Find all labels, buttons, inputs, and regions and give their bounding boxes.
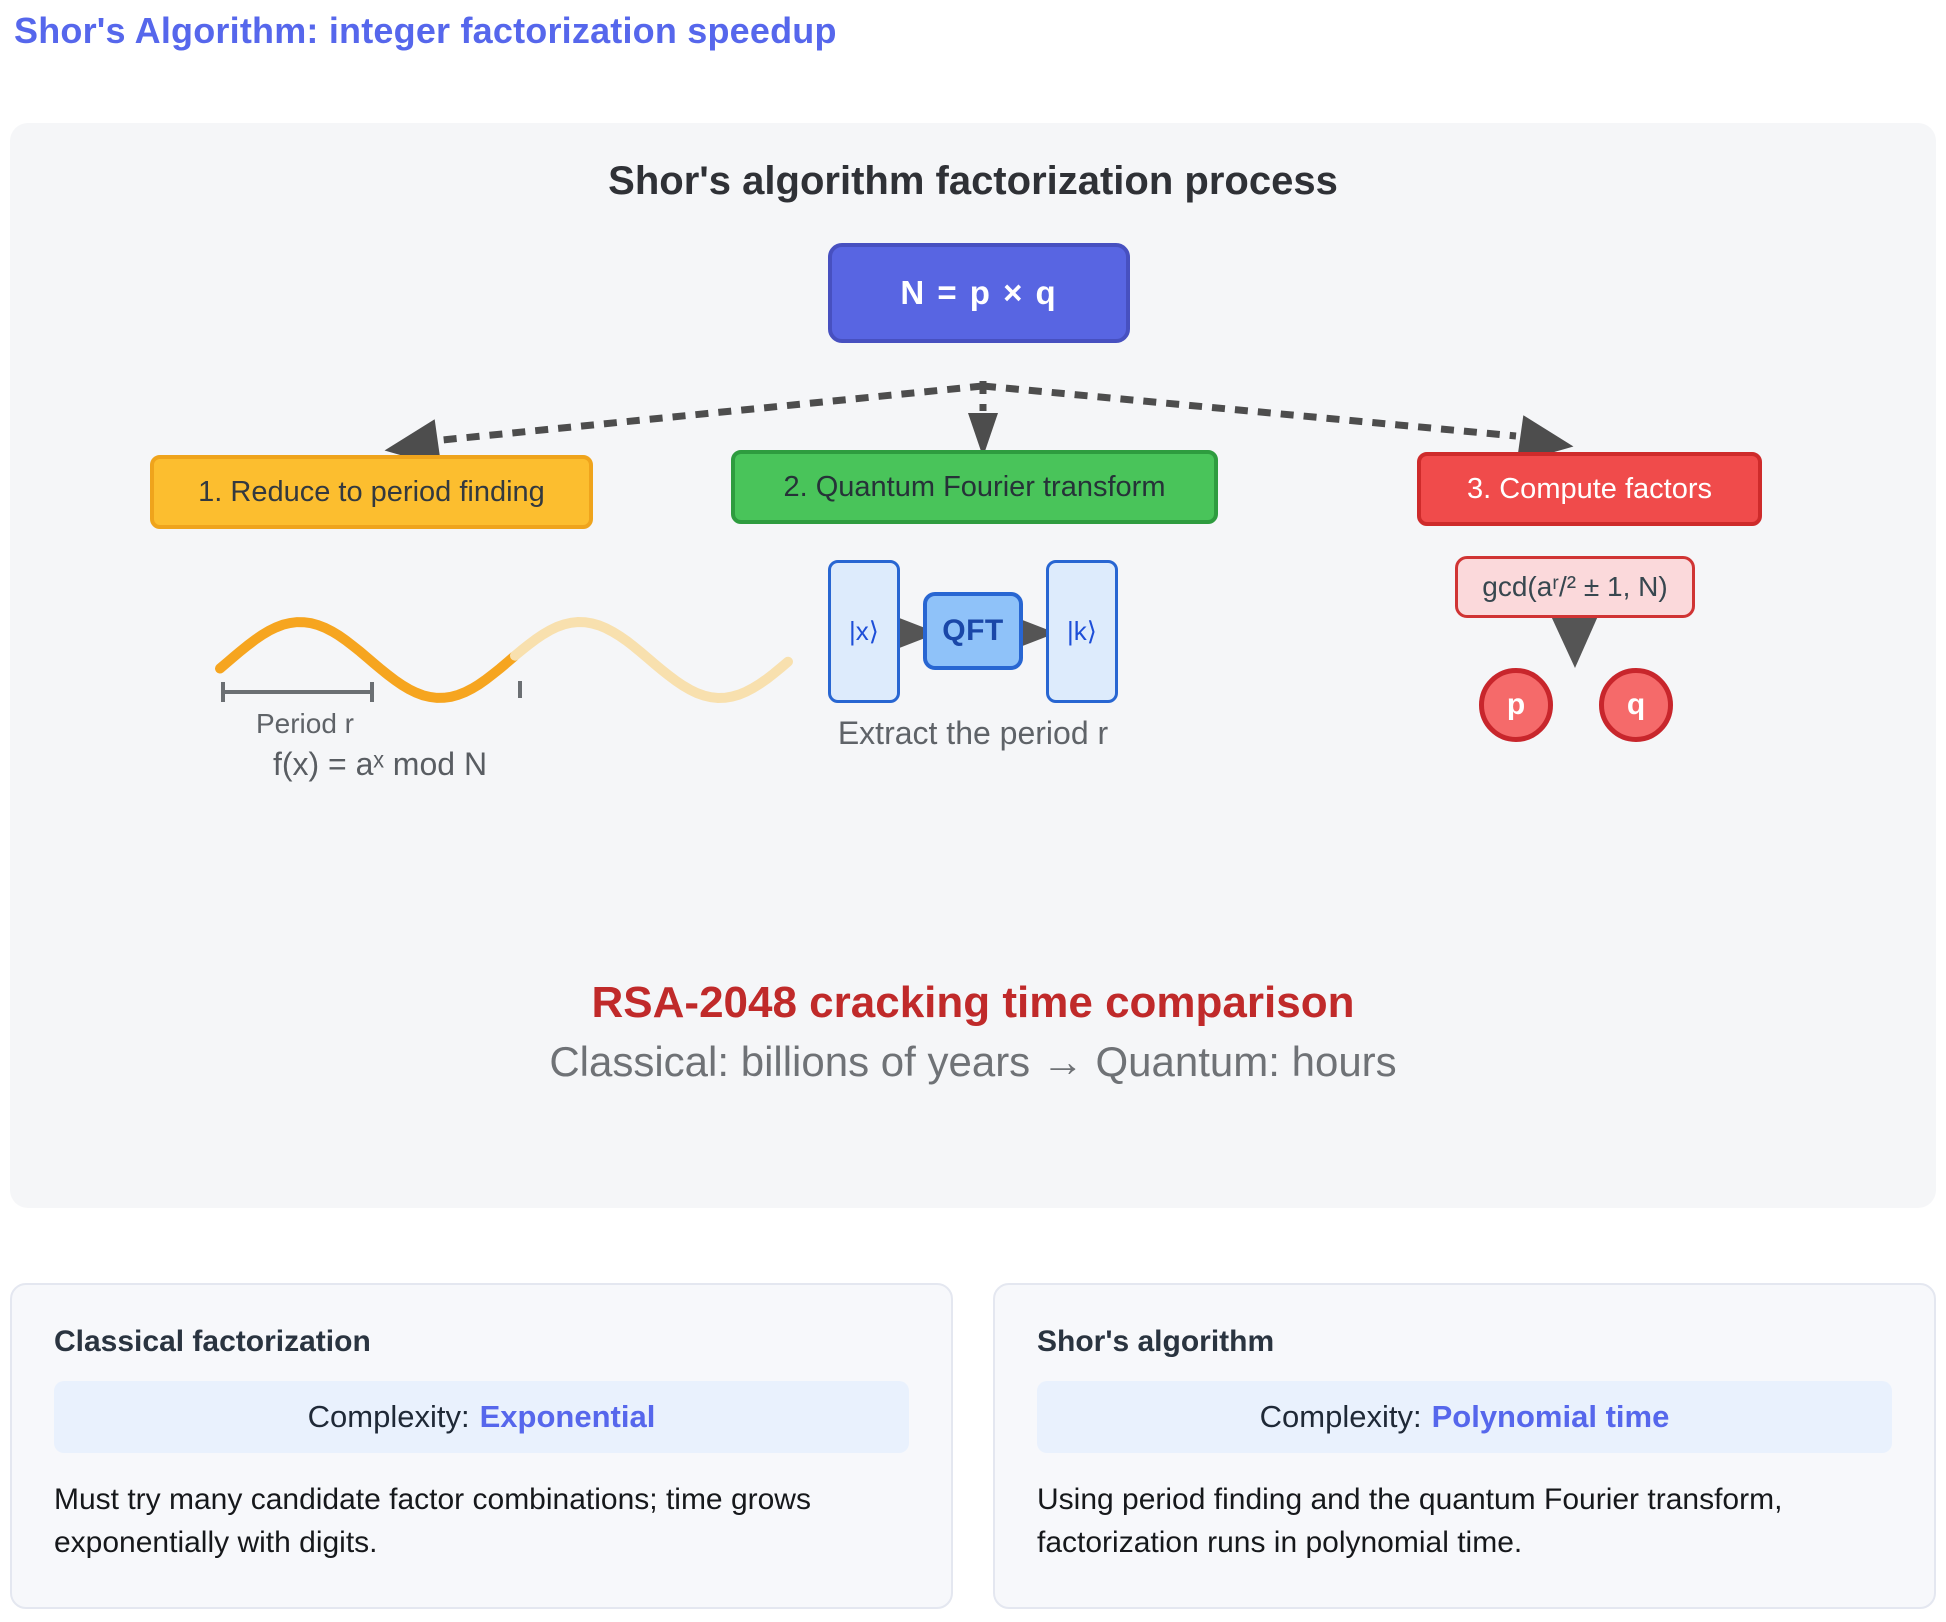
complexity-label: Complexity: <box>1259 1399 1422 1434</box>
period-bracket-label: Period r <box>255 708 355 739</box>
card-classical-title: Classical factorization <box>54 1325 371 1358</box>
qft-output-register: |k⟩ <box>1046 560 1118 703</box>
card-classical-description: Must try many candidate factor combinati… <box>54 1483 811 1559</box>
gcd-formula-box: gcd(aʳ/² ± 1, N) <box>1455 556 1695 618</box>
comparison-title: RSA-2048 cracking time comparison <box>591 978 1355 1027</box>
step-box-qft: 2. Quantum Fourier transform <box>731 450 1218 524</box>
sine-wave-faded <box>510 616 793 704</box>
factor-circle-p: p <box>1479 668 1553 742</box>
arrowhead-left-icon <box>384 419 442 467</box>
card-shor-description: Using period finding and the quantum Fou… <box>1037 1483 1783 1559</box>
panel-heading: Shor's algorithm factorization process <box>608 159 1338 203</box>
dashed-line-left <box>441 382 984 444</box>
dashed-line-right <box>982 382 1517 440</box>
qft-input-register: |x⟩ <box>828 560 900 703</box>
arrowhead-center-icon <box>968 413 998 457</box>
complexity-value: Polynomial time <box>1431 1399 1670 1434</box>
complexity-value: Exponential <box>479 1399 656 1434</box>
period-formula: f(x) = aˣ mod N <box>272 746 488 782</box>
card-shor-title: Shor's algorithm <box>1037 1325 1275 1358</box>
card-classical: Classical factorization Complexity: Expo… <box>10 1283 953 1609</box>
card-classical-complexity-bar: Complexity: Exponential <box>54 1381 909 1453</box>
page-title: Shor's Algorithm: integer factorization … <box>14 10 837 51</box>
card-shor-complexity-bar: Complexity: Polynomial time <box>1037 1381 1892 1453</box>
factor-circle-q: q <box>1599 668 1673 742</box>
process-panel: Shor's algorithm factorization process N… <box>10 123 1936 1208</box>
root-node-n-pq: N = p × q <box>828 243 1130 343</box>
comparison-subtitle: Classical: billions of years → Quantum: … <box>549 1038 1397 1085</box>
step-box-compute-factors: 3. Compute factors <box>1417 452 1762 526</box>
diagram-connectors <box>215 381 1598 704</box>
qft-caption: Extract the period r <box>837 715 1109 751</box>
qft-gate: QFT <box>923 592 1023 670</box>
arrowhead-right-icon <box>1516 415 1574 463</box>
gcd-down-arrow-icon <box>1551 616 1598 668</box>
complexity-label: Complexity: <box>307 1399 470 1434</box>
sine-wave-solid <box>215 617 519 703</box>
card-shor: Shor's algorithm Complexity: Polynomial … <box>993 1283 1936 1609</box>
step-box-period-finding: 1. Reduce to period finding <box>150 455 593 529</box>
